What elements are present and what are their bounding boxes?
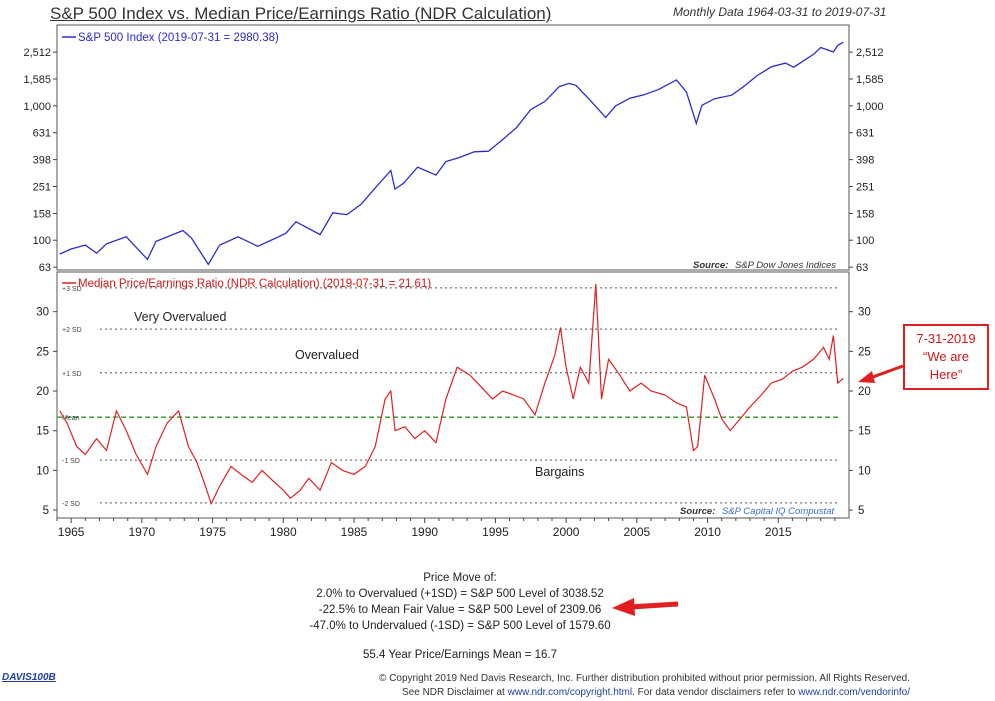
- sp500-ytick-label-left: 631: [33, 128, 51, 140]
- sp500-ytick-label-left: 1,585: [23, 74, 51, 86]
- x-axis-label: 2015: [765, 525, 792, 539]
- sp500-ytick-label-right: 1,585: [856, 74, 884, 86]
- copyright-link[interactable]: www.ndr.com/copyright.html: [507, 687, 633, 698]
- x-axis-label: 2000: [553, 525, 580, 539]
- we-are-here-callout: 7-31-2019 “We are Here”: [903, 324, 989, 390]
- sp500-ytick-label-right: 63: [856, 262, 868, 274]
- sp500-ytick-label-left: 251: [33, 182, 51, 194]
- sp500-legend-label: S&P 500 Index (2019-07-31 = 2980.38): [78, 32, 279, 44]
- pe-legend-label: Median Price/Earnings Ratio (NDR Calcula…: [78, 278, 431, 290]
- chart-title: S&P 500 Index vs. Median Price/Earnings …: [50, 4, 552, 23]
- pe-ytick-label-right: 10: [858, 465, 871, 477]
- x-axis-label: 2005: [624, 525, 651, 539]
- price-move-overvalued: 2.0% to Overvalued (+1SD) = S&P 500 Leve…: [316, 588, 604, 600]
- sp500-ytick-label-right: 100: [856, 235, 874, 247]
- sp500-ytick-label-left: 1,000: [23, 101, 51, 113]
- price-move-mean: -22.5% to Mean Fair Value = S&P 500 Leve…: [318, 604, 602, 616]
- pe-ytick-label-left: 15: [36, 426, 49, 438]
- pe-panel-frame: [56, 271, 850, 519]
- sp500-ytick-label-right: 158: [856, 209, 874, 221]
- zone-label-bargains: Bargains: [535, 465, 584, 479]
- price-move-heading: Price Move of:: [423, 572, 497, 584]
- sd-line-label: -1 SD: [62, 458, 80, 465]
- sp500-ytick-label-left: 398: [33, 155, 51, 167]
- sd-line-label: +1 SD: [62, 371, 82, 378]
- disclaimer-middle: . For data vendor disclaimers refer to: [632, 687, 796, 698]
- pe-ytick-label-left: 30: [36, 307, 49, 319]
- callout-date: 7-31-2019: [916, 331, 976, 346]
- pe-line: [59, 283, 844, 506]
- pe-ytick-label-right: 15: [858, 426, 871, 438]
- x-axis-label: 1970: [129, 525, 156, 539]
- pe-ytick-label-right: 20: [858, 386, 871, 398]
- sp500-ytick-label-right: 1,000: [856, 101, 884, 113]
- sd-line-label: +2 SD: [62, 327, 82, 334]
- sd-line-label: -2 SD: [62, 501, 80, 508]
- x-axis-label: 1985: [341, 525, 368, 539]
- chart-code-link[interactable]: DAVIS100B: [2, 672, 56, 683]
- sd-line-label: +3 SD: [62, 286, 82, 293]
- sp500-ytick-label-left: 2,512: [23, 47, 51, 59]
- sp500-ytick-label-right: 398: [856, 155, 874, 167]
- sp500-ytick-label-left: 100: [33, 235, 51, 247]
- sp500-ytick-label-left: 158: [33, 209, 51, 221]
- pe-source-name: S&P Capital IQ Compustat: [722, 506, 834, 517]
- x-axis-label: 1995: [482, 525, 509, 539]
- price-move-arrow-shaft: [629, 601, 679, 610]
- pe-source-label: Source:: [680, 506, 715, 517]
- sp500-source-label: Source:: [693, 260, 728, 271]
- x-axis-label: 1965: [58, 525, 85, 539]
- x-axis-label: 1980: [270, 525, 297, 539]
- copyright-line: © Copyright 2019 Ned Davis Research, Inc…: [379, 673, 910, 684]
- callout-arrow-head: [858, 371, 875, 383]
- sp500-ytick-label-right: 251: [856, 182, 874, 194]
- callout-line2: “We are: [923, 349, 969, 364]
- x-axis-label: 1975: [199, 525, 226, 539]
- pe-ytick-label-right: 30: [858, 307, 871, 319]
- sp500-ytick-label-right: 631: [856, 128, 874, 140]
- pe-ytick-label-right: 5: [858, 505, 864, 517]
- disclaimer-prefix: See NDR Disclaimer at: [402, 687, 505, 698]
- pe-ytick-label-left: 20: [36, 386, 49, 398]
- sp500-line: [59, 41, 844, 266]
- x-axis-label: 2010: [694, 525, 721, 539]
- chart-subtitle: Monthly Data 1964-03-31 to 2019-07-31: [673, 5, 887, 19]
- x-axis-label: 1990: [411, 525, 438, 539]
- vendorinfo-link[interactable]: www.ndr.com/vendorinfo/: [798, 687, 910, 698]
- sd-line-label: Mean: [62, 415, 80, 422]
- pe-ytick-label-left: 10: [36, 465, 49, 477]
- sp500-ytick-label-left: 63: [39, 262, 51, 274]
- sp500-panel-frame: [56, 24, 850, 271]
- pe-ytick-label-left: 25: [36, 346, 49, 358]
- zone-label-very-overvalued: Very Overvalued: [134, 310, 226, 324]
- disclaimer-line: See NDR Disclaimer at www.ndr.com/copyri…: [350, 687, 910, 698]
- sp500-ytick-label-right: 2,512: [856, 47, 884, 59]
- price-move-undervalued: -47.0% to Undervalued (-1SD) = S&P 500 L…: [309, 620, 611, 632]
- price-move-arrow-head: [612, 598, 635, 616]
- callout-arrow-shaft: [869, 364, 904, 380]
- sp500-source-name: S&P Dow Jones Indices: [735, 260, 836, 271]
- callout-line3: Here”: [929, 367, 963, 382]
- pe-mean-note: 55.4 Year Price/Earnings Mean = 16.7: [362, 649, 558, 661]
- pe-ytick-label-left: 5: [43, 505, 49, 517]
- zone-label-overvalued: Overvalued: [295, 348, 359, 362]
- pe-ytick-label-right: 25: [858, 346, 871, 358]
